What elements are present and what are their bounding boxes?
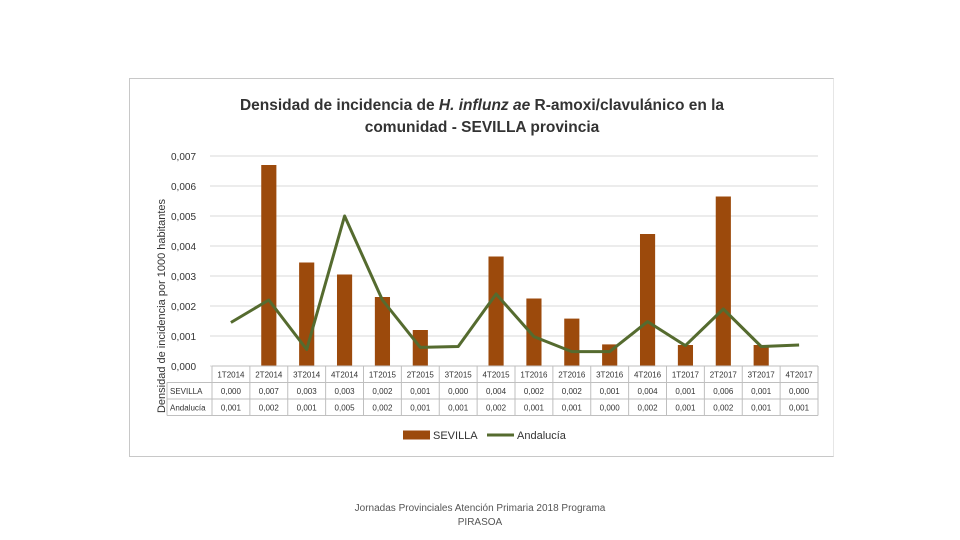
bar-sevilla [715, 196, 731, 366]
y-tick-label: 0,003 [171, 272, 196, 283]
data-label-andalucia: 0,002 [372, 404, 393, 413]
chart-frame: Densidad de incidencia de H. influnz ae … [129, 78, 834, 457]
legend-label-andalucia: Andalucía [517, 430, 567, 442]
data-label-sevilla: 0,006 [713, 387, 734, 396]
x-tick-label: 4T2015 [482, 371, 510, 380]
data-label-andalucia: 0,005 [335, 404, 356, 413]
data-label-sevilla: 0,000 [789, 387, 810, 396]
chart: Densidad de incidencia de H. influnz ae … [156, 97, 819, 442]
x-tick-label: 1T2017 [672, 371, 700, 380]
bar-sevilla [564, 318, 580, 366]
y-tick-label: 0,004 [171, 242, 196, 253]
data-label-sevilla: 0,001 [675, 387, 696, 396]
x-tick-label: 4T2014 [331, 371, 359, 380]
data-label-sevilla: 0,004 [638, 387, 659, 396]
bar-sevilla [639, 234, 656, 366]
data-label-andalucia: 0,001 [448, 404, 469, 413]
data-label-andalucia: 0,001 [789, 404, 810, 413]
y-tick-label: 0,000 [171, 362, 196, 373]
data-label-sevilla: 0,002 [372, 387, 393, 396]
x-tick-label: 2T2014 [255, 371, 283, 380]
x-tick-label: 3T2016 [596, 371, 624, 380]
y-tick-label: 0,007 [171, 152, 196, 163]
bar-sevilla [374, 297, 391, 366]
bar-sevilla [526, 298, 542, 366]
footer-line2: PIRASOA [457, 517, 503, 528]
data-label-andalucia: 0,002 [713, 404, 734, 413]
x-tick-label: 4T2016 [634, 371, 662, 380]
table-row-label-andalucia: Andalucía [170, 404, 206, 413]
x-tick-label: 2T2015 [407, 371, 435, 380]
data-label-sevilla: 0,007 [259, 387, 280, 396]
bar-sevilla [753, 345, 769, 366]
y-tick-label: 0,001 [171, 332, 196, 343]
data-label-sevilla: 0,002 [562, 387, 583, 396]
legend: SEVILLA Andalucía [403, 430, 567, 442]
x-tick-label: 2T2016 [558, 371, 586, 380]
data-table: 1T2014 2T2014 3T2014 4T2014 1T2015 2T2015 3T20… [166, 365, 819, 416]
chart-title-line2: comunidad - SEVILLA provincia [365, 119, 600, 136]
data-label-andalucia: 0,001 [562, 404, 583, 413]
data-label-andalucia: 0,001 [297, 404, 318, 413]
data-label-sevilla: 0,000 [448, 387, 469, 396]
data-label-sevilla: 0,001 [751, 387, 772, 396]
data-label-andalucia: 0,002 [638, 404, 659, 413]
data-label-andalucia: 0,001 [221, 404, 242, 413]
footer-line1: Jornadas Provinciales Atención Primaria … [354, 503, 606, 514]
data-label-sevilla: 0,002 [524, 387, 545, 396]
y-tick-label: 0,006 [171, 182, 196, 193]
bar-sevilla [261, 165, 277, 366]
x-tick-label: 3T2017 [748, 371, 776, 380]
line-andalucia [230, 214, 800, 354]
table-row-label-sevilla: SEVILLA [170, 387, 203, 396]
x-tick-label: 1T2014 [217, 371, 245, 380]
data-label-andalucia: 0,002 [486, 404, 507, 413]
y-axis-label: Densidad de incidencia por 1000 habitant… [156, 198, 168, 413]
data-label-andalucia: 0,001 [524, 404, 545, 413]
y-tick-label: 0,005 [171, 212, 196, 223]
x-tick-label: 3T2014 [293, 371, 321, 380]
legend-label-sevilla: SEVILLA [433, 430, 478, 442]
data-label-andalucia: 0,002 [259, 404, 280, 413]
x-tick-label: 1T2016 [520, 371, 548, 380]
legend-swatch-sevilla [403, 430, 430, 440]
x-tick-label: 3T2015 [445, 371, 473, 380]
data-label-andalucia: 0,000 [600, 404, 621, 413]
data-label-andalucia: 0,001 [410, 404, 431, 413]
x-tick-label: 1T2015 [369, 371, 397, 380]
line-series [230, 214, 800, 354]
y-tick-label: 0,002 [171, 302, 196, 313]
data-label-sevilla: 0,001 [410, 387, 431, 396]
data-label-sevilla: 0,003 [297, 387, 318, 396]
data-label-andalucia: 0,001 [751, 404, 772, 413]
bar-sevilla [336, 274, 353, 366]
x-tick-label: 2T2017 [710, 371, 738, 380]
data-label-sevilla: 0,004 [486, 387, 507, 396]
footer: Jornadas Provinciales Atención Primaria … [300, 502, 660, 530]
data-label-sevilla: 0,001 [600, 387, 621, 396]
bar-sevilla [488, 256, 504, 366]
y-ticks: 0,000 0,001 0,002 0,003 0,004 0,005 0,006 0,007 [171, 152, 196, 373]
bar-sevilla [677, 345, 694, 366]
x-tick-label: 4T2017 [785, 371, 813, 380]
data-label-andalucia: 0,001 [675, 404, 696, 413]
chart-title-line1: Densidad de incidencia de H. influnz ae … [240, 97, 724, 114]
data-label-sevilla: 0,000 [221, 387, 242, 396]
data-label-sevilla: 0,003 [335, 387, 356, 396]
